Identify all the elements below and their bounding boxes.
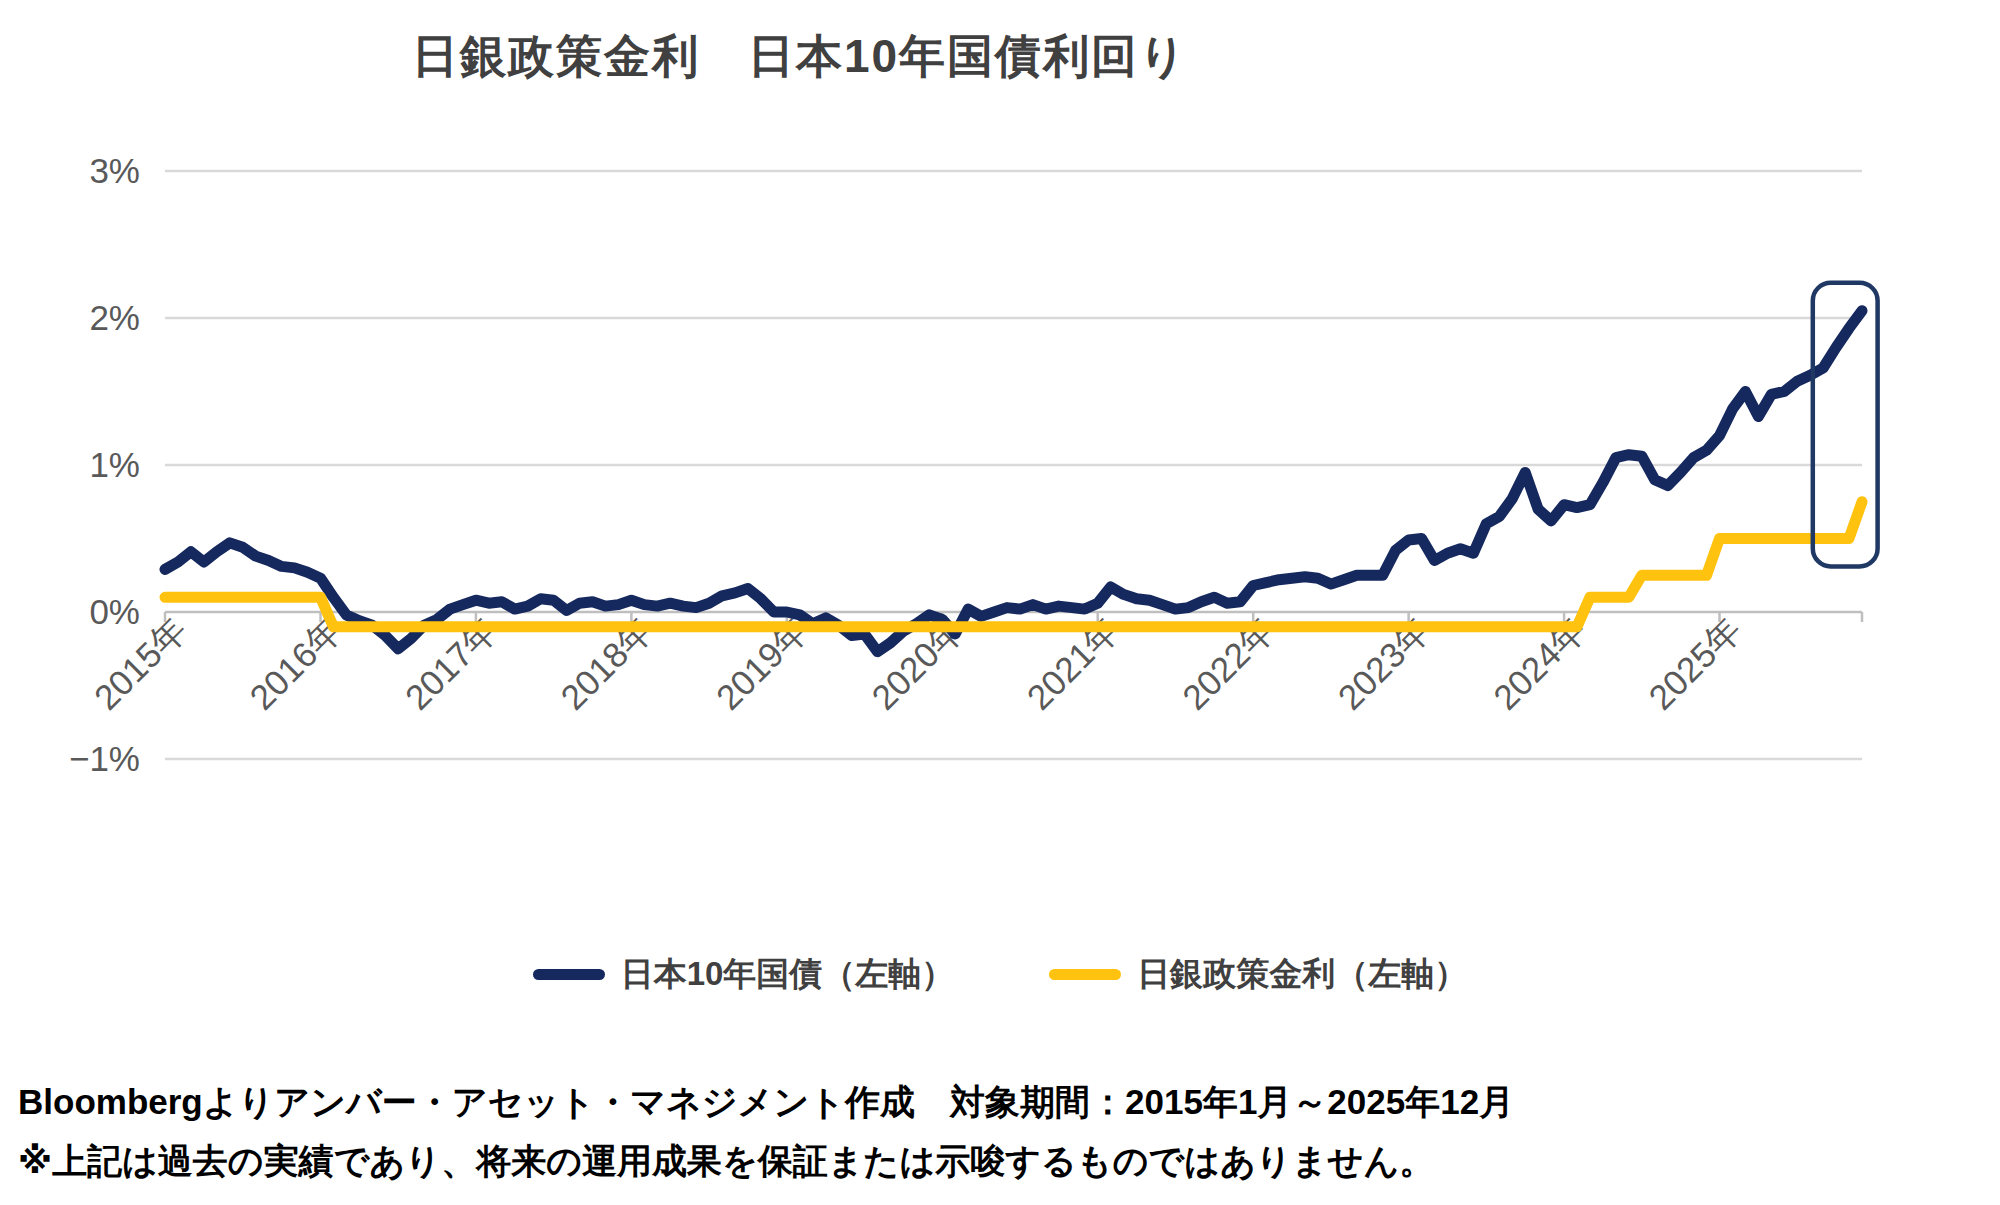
source-disclaimer: Bloombergよりアンバー・アセット・マネジメント作成 対象期間：2015年… — [18, 1072, 1978, 1190]
svg-text:1%: 1% — [89, 445, 140, 484]
legend-label-jgb10y: 日本10年国債（左軸） — [621, 952, 955, 997]
legend-label-policy-rate: 日銀政策金利（左軸） — [1137, 952, 1467, 997]
chart-legend: 日本10年国債（左軸） 日銀政策金利（左軸） — [0, 952, 2000, 997]
disclaimer-line: ※上記は過去の実績であり、将来の運用成果を保証または示唆するものではありません。 — [18, 1131, 1978, 1190]
svg-text:2%: 2% — [89, 298, 140, 337]
svg-text:3%: 3% — [89, 151, 140, 190]
jgb10y-line-swatch — [533, 969, 605, 980]
policy-rate-line-swatch — [1049, 969, 1121, 980]
source-line: Bloombergよりアンバー・アセット・マネジメント作成 対象期間：2015年… — [18, 1072, 1978, 1131]
svg-text:−1%: −1% — [69, 739, 140, 778]
legend-item-jgb10y: 日本10年国債（左軸） — [533, 952, 955, 997]
legend-item-policy-rate: 日銀政策金利（左軸） — [1049, 952, 1467, 997]
chart-canvas: 3%2%1%0%−1%2015年2016年2017年2018年2019年2020… — [0, 0, 2000, 940]
chart-page: 日銀政策金利 日本10年国債利回り 3%2%1%0%−1%2015年2016年2… — [0, 0, 2000, 1205]
svg-text:0%: 0% — [89, 592, 140, 631]
svg-text:2025年: 2025年 — [1641, 609, 1748, 716]
